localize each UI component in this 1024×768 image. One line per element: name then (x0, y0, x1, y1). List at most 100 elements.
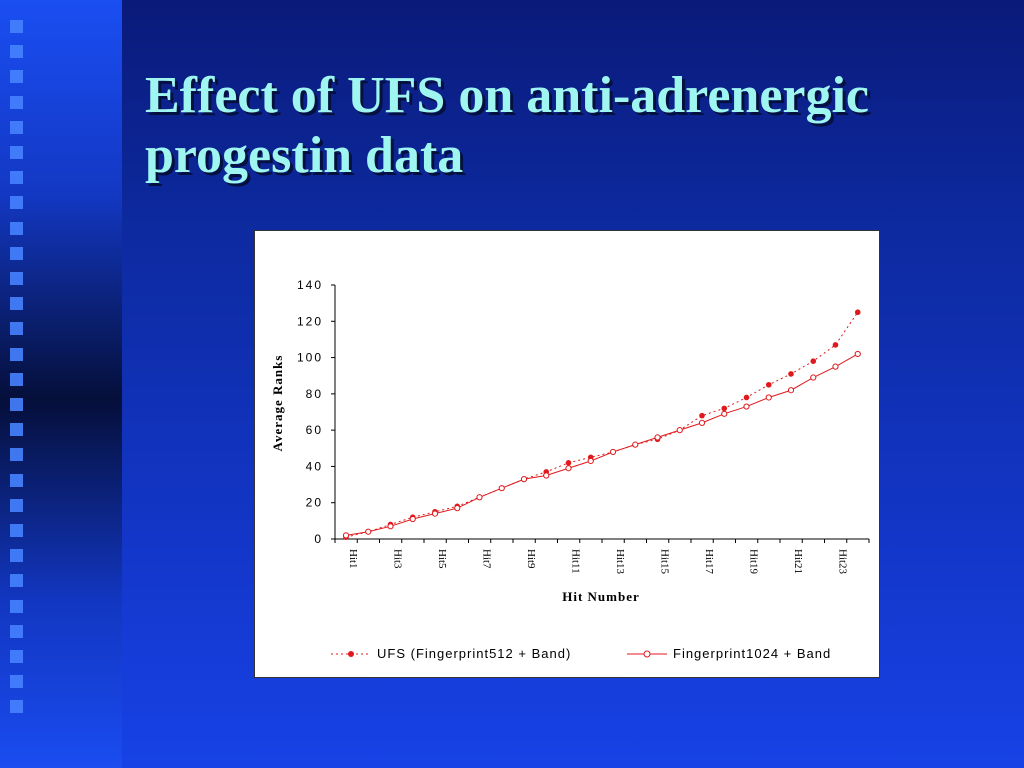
data-point (609, 448, 617, 456)
legend-marker-ufs (348, 651, 354, 657)
x-tick-labels: Hit1 Hit3 Hit5 Hit7 Hit9 Hit11 Hit13 Hit15 Hit17… (334, 539, 870, 575)
x-tick-label: Hit11 (570, 549, 582, 574)
series-ufs (343, 309, 861, 540)
slide-title: Effect of UFS on anti-adrenergic progest… (145, 67, 870, 184)
decor-square (10, 650, 23, 663)
decor-square (10, 574, 23, 588)
x-tick-label: Hit23 (837, 549, 849, 575)
data-point (498, 485, 505, 492)
x-tick-label: Hit3 (392, 549, 404, 569)
chart-legend: UFS (Fingerprint512 + Band) Fingerprint1… (331, 646, 831, 661)
legend-label-ufs: UFS (Fingerprint512 + Band) (377, 646, 571, 661)
series-fp1024 (342, 350, 861, 539)
data-point (854, 309, 861, 316)
series-line (345, 311, 859, 538)
decor-square (10, 70, 23, 84)
legend-label-fp1024: Fingerprint1024 + Band (673, 646, 831, 661)
data-point (765, 394, 772, 401)
y-tick-labels: 0 20 40 60 80 100 120 140 (297, 278, 335, 546)
series-line (345, 353, 858, 536)
x-tick-label: Hit15 (659, 549, 671, 575)
decor-square (10, 498, 23, 512)
data-point (342, 532, 350, 539)
y-axis-title: Average Ranks (270, 355, 285, 452)
data-point (699, 412, 705, 419)
y-tick-label: 120 (297, 314, 323, 328)
decor-square (10, 423, 23, 437)
data-point (721, 405, 728, 412)
data-point (743, 403, 750, 410)
data-point (431, 510, 439, 517)
data-point (676, 427, 683, 434)
x-tick-label: Hit1 (347, 549, 359, 569)
data-point (565, 460, 572, 466)
y-tick-label: 100 (297, 351, 323, 365)
legend-marker-fp1024 (643, 650, 651, 658)
data-point (788, 371, 794, 377)
data-point (454, 505, 461, 512)
data-point (387, 523, 394, 530)
x-tick-label: Hit9 (525, 549, 537, 569)
data-point (743, 394, 750, 401)
decor-square (10, 246, 23, 260)
decor-square (10, 146, 23, 159)
y-tick-label: 20 (306, 496, 323, 510)
decor-square (10, 20, 23, 33)
decor-square (10, 398, 23, 411)
data-point (520, 476, 528, 483)
decor-square (10, 524, 23, 537)
decor-square (10, 196, 23, 210)
x-tick-label: Hit21 (792, 549, 804, 574)
x-tick-label: Hit7 (481, 549, 493, 569)
decor-square (10, 95, 23, 109)
x-tick-label: Hit17 (703, 549, 715, 575)
side-decoration-strip (0, 0, 122, 768)
data-point (476, 494, 483, 501)
x-tick-label: Hit5 (436, 549, 448, 569)
decor-square (10, 675, 23, 689)
data-point (565, 465, 572, 472)
decor-square (10, 45, 23, 59)
y-tick-label: 140 (297, 278, 323, 292)
decor-square (10, 473, 23, 487)
data-point (832, 363, 839, 370)
chart-panel: 0 20 40 60 80 100 120 140 Hit1 Hit3 Hit5 Hit7 Hit9 H… (254, 230, 880, 678)
x-tick-label: Hit19 (748, 549, 760, 575)
data-point (765, 381, 772, 388)
y-tick-label: 40 (306, 459, 323, 473)
decor-square (10, 347, 23, 361)
y-tick-label: 0 (314, 532, 323, 546)
decor-square (10, 272, 23, 285)
y-tick-label: 80 (306, 387, 323, 401)
data-point (721, 410, 728, 417)
decor-square (10, 120, 23, 134)
series-layer (342, 309, 861, 540)
data-point (854, 350, 861, 358)
data-point (409, 515, 416, 523)
data-point (587, 457, 594, 465)
data-point (632, 441, 639, 448)
data-point (654, 434, 661, 441)
decor-square (10, 549, 23, 563)
data-point (832, 342, 839, 348)
data-point (365, 528, 372, 535)
decor-square (10, 448, 23, 462)
y-tick-label: 60 (306, 423, 323, 437)
x-axis-title: Hit Number (562, 589, 640, 604)
decor-square (10, 624, 23, 638)
data-point (810, 374, 817, 381)
decor-square (10, 599, 23, 613)
decor-square (10, 171, 23, 185)
data-point (698, 419, 706, 426)
decor-square (10, 372, 23, 386)
chart-axes (334, 285, 869, 540)
x-tick-label: Hit13 (614, 549, 626, 575)
data-point (787, 387, 795, 394)
data-point (543, 472, 550, 479)
legend-item-ufs: UFS (Fingerprint512 + Band) (331, 646, 571, 661)
decor-square (10, 700, 23, 714)
decor-square (10, 221, 23, 235)
legend-item-fp1024: Fingerprint1024 + Band (627, 646, 831, 661)
decor-square (10, 297, 23, 311)
